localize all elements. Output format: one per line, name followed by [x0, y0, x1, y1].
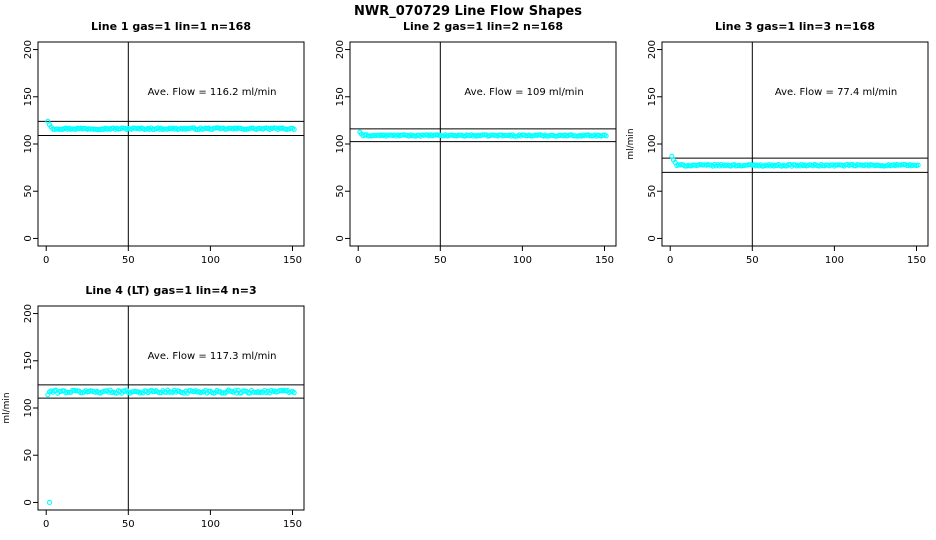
y-tick-label: 100: [23, 398, 34, 417]
figure-title: NWR_070729 Line Flow Shapes: [354, 4, 582, 19]
plot-area: 0 50 100 150 0 50 100 150 200 Ave. Flow = 116.2 m…: [23, 40, 305, 266]
plot-line-1-canvas: 0 50 100 150 0 50 100 150 200 Ave. Flow = 116.2 m…: [23, 40, 305, 266]
data-point: [738, 163, 744, 169]
data-point: [372, 132, 378, 139]
x-tick-label: 100: [513, 255, 532, 266]
data-point: [46, 499, 53, 505]
data-point: [240, 388, 246, 394]
plot-line-3: Line 3 gas=1 lin=3 n=168 0 50 100 150 0 50 100…: [624, 20, 936, 276]
y-tick-label: 150: [335, 87, 346, 106]
x-tick-label: 50: [434, 255, 447, 266]
data-point: [603, 133, 609, 139]
data-point: [73, 388, 79, 394]
data-points: [45, 118, 297, 133]
y-tick-label: 0: [647, 235, 658, 241]
ave-flow-annotation: Ave. Flow = 77.4 ml/min: [775, 87, 897, 98]
plot-line-1: Line 1 gas=1 lin=1 n=168 0 50 100 150 0 50 100…: [0, 20, 312, 276]
y-axis-label: ml/min: [2, 392, 12, 423]
plot-border: [37, 41, 305, 247]
x-tick-label: 50: [746, 255, 759, 266]
data-point: [900, 162, 906, 168]
plot-line-3-title: Line 3 gas=1 lin=3 n=168: [714, 20, 875, 33]
data-point: [856, 162, 862, 168]
x-tick-label: 50: [122, 255, 135, 266]
x-tick-label: 100: [201, 255, 220, 266]
x-tick-label: 50: [122, 519, 135, 530]
y-tick-label: 50: [335, 185, 346, 198]
plot-line-3-canvas: 0 50 100 150 0 50 100 150 200 ml/min Ave. Flow = 7…: [626, 40, 929, 266]
x-tick-label: 150: [283, 255, 302, 266]
x-tick-label: 0: [667, 255, 673, 266]
data-point: [436, 132, 442, 138]
plot-line-4: Line 4 (LT) gas=1 lin=4 n=3 0 50 100 150 0 50…: [0, 284, 312, 540]
data-point: [820, 163, 826, 169]
data-point: [291, 126, 297, 132]
plot-line-2: Line 2 gas=1 lin=2 n=168 0 50 100 150 0 50 100…: [312, 20, 624, 276]
y-tick-label: 200: [335, 40, 346, 59]
y-tick-label: 150: [647, 87, 658, 106]
data-point: [94, 126, 100, 133]
plot-line-2-title: Line 2 gas=1 lin=2 n=168: [402, 20, 563, 33]
x-tick-label: 0: [355, 255, 361, 266]
y-tick-label: 200: [647, 40, 658, 59]
plot-border: [661, 41, 929, 247]
data-point: [488, 132, 494, 138]
plot-area: 0 50 100 150 0 50 100 150 200 Ave. Flow = 109 ml/…: [335, 40, 617, 266]
y-tick-label: 50: [23, 449, 34, 462]
y-tick-label: 150: [23, 351, 34, 370]
x-tick-label: 0: [43, 255, 49, 266]
data-point: [58, 126, 64, 132]
data-point: [511, 133, 517, 139]
data-points: [45, 387, 297, 505]
data-point: [501, 132, 507, 138]
data-point: [91, 126, 97, 132]
x-tick-label: 150: [283, 519, 302, 530]
y-tick-label: 100: [647, 134, 658, 153]
x-tick-label: 100: [201, 519, 220, 530]
x-tick-label: 150: [907, 255, 926, 266]
data-point: [53, 126, 59, 132]
data-point: [291, 390, 297, 396]
y-tick-label: 200: [23, 304, 34, 323]
x-tick-label: 100: [825, 255, 844, 266]
y-axis-label: ml/min: [626, 128, 636, 159]
data-point: [574, 133, 580, 139]
data-point: [56, 388, 62, 395]
plot-border: [37, 305, 305, 511]
data-point: [555, 132, 562, 139]
data-point: [250, 389, 256, 395]
plot-line-4-canvas: 0 50 100 150 0 50 100 150 200 ml/min Ave. Flow = 1…: [2, 304, 305, 530]
data-point: [915, 162, 921, 168]
data-point: [895, 162, 901, 168]
data-points: [357, 129, 609, 139]
ave-flow-annotation: Ave. Flow = 117.3 ml/min: [148, 351, 277, 362]
data-point: [78, 390, 84, 396]
data-points: [669, 153, 921, 169]
data-point: [741, 162, 747, 168]
y-tick-label: 0: [335, 235, 346, 241]
data-point: [96, 126, 102, 133]
data-point: [186, 388, 192, 394]
x-tick-label: 0: [43, 519, 49, 530]
y-tick-label: 50: [647, 185, 658, 198]
plot-border: [349, 41, 617, 247]
plot-area: 0 50 100 150 0 50 100 150 200 ml/min Ave. Flow = 7…: [626, 40, 929, 266]
data-point: [523, 133, 529, 139]
y-tick-label: 100: [23, 134, 34, 153]
x-tick-label: 150: [595, 255, 614, 266]
ave-flow-annotation: Ave. Flow = 109 ml/min: [464, 87, 583, 98]
y-tick-label: 150: [23, 87, 34, 106]
y-tick-label: 200: [23, 40, 34, 59]
y-tick-label: 0: [23, 235, 34, 241]
y-tick-label: 100: [335, 134, 346, 153]
data-point: [245, 390, 251, 396]
y-tick-label: 50: [23, 185, 34, 198]
plot-line-4-title: Line 4 (LT) gas=1 lin=4 n=3: [85, 284, 257, 297]
y-tick-label: 0: [23, 499, 34, 505]
ave-flow-annotation: Ave. Flow = 116.2 ml/min: [148, 87, 277, 98]
plot-line-1-title: Line 1 gas=1 lin=1 n=168: [90, 20, 251, 33]
plot-line-2-canvas: 0 50 100 150 0 50 100 150 200 Ave. Flow = 109 ml/…: [335, 40, 617, 266]
plot-area: 0 50 100 150 0 50 100 150 200 ml/min Ave. Flow = 1…: [2, 304, 305, 530]
